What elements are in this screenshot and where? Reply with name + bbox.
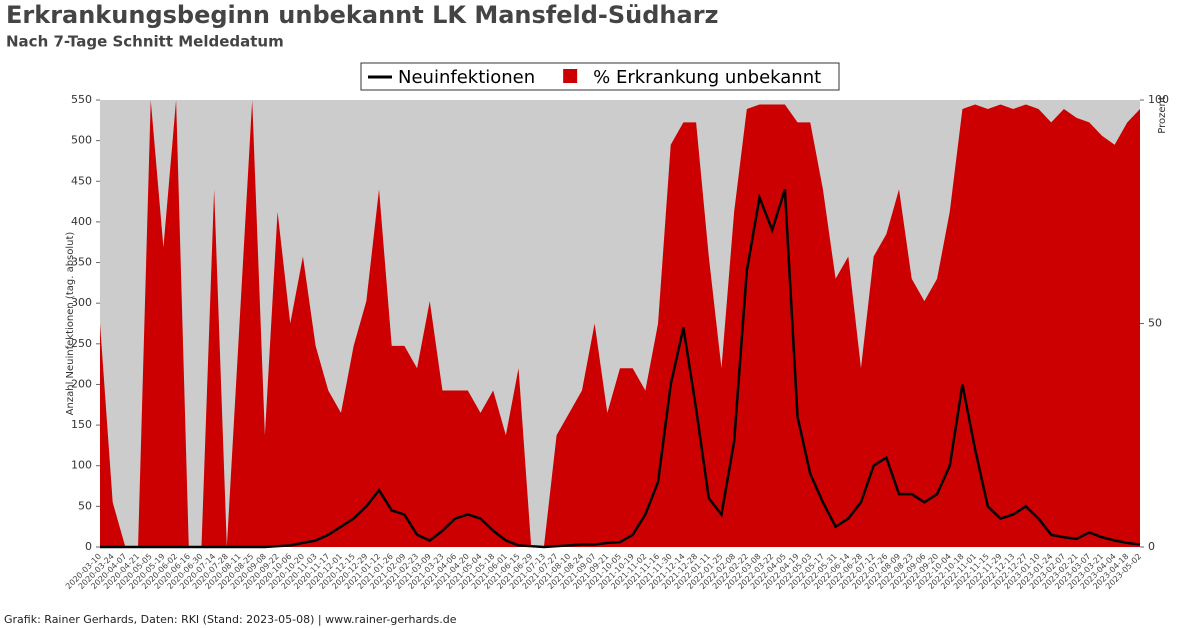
y-tick-label: 400 xyxy=(71,215,92,228)
chart-subtitle: Nach 7-Tage Schnitt Meldedatum xyxy=(6,33,284,51)
legend-label: % Erkrankung unbekannt xyxy=(593,67,821,88)
legend-box xyxy=(360,62,840,91)
y-tick-label: 200 xyxy=(71,377,92,390)
area-series xyxy=(100,100,1140,547)
y-axis-label: Anzahl Neuinfektionen (tag. absolut) xyxy=(65,232,76,416)
y-tick-label: 0 xyxy=(85,540,92,553)
footer: Grafik: Rainer Gerhards, Daten: RKI (Sta… xyxy=(4,613,457,626)
y-tick-label: 250 xyxy=(71,337,92,350)
legend-swatch xyxy=(563,69,578,83)
y-tick-label: 300 xyxy=(71,296,92,309)
line-series xyxy=(100,189,1141,549)
y2-axis-label: Prozent xyxy=(1157,96,1168,134)
y2-tick-label: 100 xyxy=(1148,93,1169,106)
y2-tick-label: 50 xyxy=(1148,317,1162,330)
y-tick-label: 150 xyxy=(71,418,92,431)
y-tick-label: 50 xyxy=(78,499,92,512)
y-tick-label: 550 xyxy=(71,93,92,106)
y-tick-label: 450 xyxy=(71,174,92,187)
legend-label: Neuinfektionen xyxy=(398,67,535,88)
chart-title: Erkrankungsbeginn unbekannt LK Mansfeld-… xyxy=(6,1,719,29)
y2-tick-label: 0 xyxy=(1148,540,1155,553)
y-tick-label: 350 xyxy=(71,256,92,269)
y-tick-label: 500 xyxy=(71,134,92,147)
y-tick-label: 100 xyxy=(71,459,92,472)
legend: Neuinfektionen % Erkrankung unbekannt xyxy=(360,62,840,91)
